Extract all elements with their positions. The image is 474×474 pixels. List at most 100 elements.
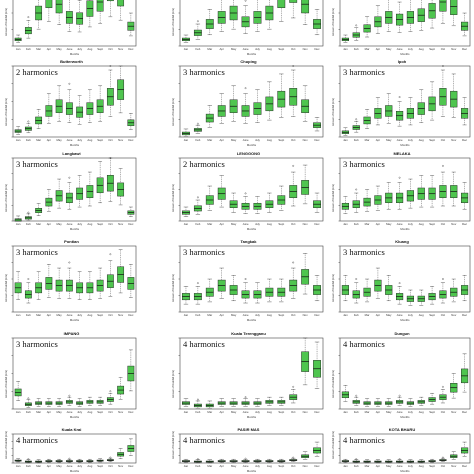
month-box [229,192,238,213]
chart-title: Butterworth [60,59,83,64]
x-axis-label: Months [246,51,257,56]
x-tick-label: Oct [440,138,446,142]
month-box [374,97,382,126]
month-box [45,459,53,463]
x-tick-label: Jan [343,313,348,317]
outlier-point [355,118,358,121]
month-box [265,81,274,121]
x-tick-label: Mar [207,464,213,468]
outlier-point [244,278,247,280]
month-box [428,286,436,305]
outlier-point [196,282,199,284]
month-box [289,165,298,207]
month-box [363,459,371,464]
boxplot-svg [11,157,137,222]
x-tick-label: Feb [25,47,31,51]
x-tick-label: July [254,222,260,226]
x-tick-label: Mar [207,410,213,414]
month-box [253,398,262,407]
month-box [417,89,425,123]
x-tick-label: Feb [353,313,359,317]
month-box [352,394,360,406]
x-axis-label: Months [69,317,80,322]
month-box [439,165,447,207]
month-box [450,278,458,303]
outlier-point [109,157,112,159]
x-tick-label: July [77,222,83,226]
chart-panel: Jan Feb Mar Apr May June July Aug Sept Oct Nov Dec M… [170,0,327,57]
month-box [182,398,190,407]
outlier-point [27,16,30,18]
month-box [450,373,458,399]
month-box [86,89,94,123]
y-axis-label: Amount of Rainfall (mm) [172,370,175,399]
month-box [65,261,73,299]
month-box [461,97,469,126]
box [55,0,63,14]
x-tick-label: Dec [128,222,134,226]
chart-title: Kuala Terengganu [231,331,266,336]
chart-title: Kluang [395,239,409,244]
x-tick-label: Dec [128,410,134,414]
month-box [301,253,310,295]
month-box [117,0,125,21]
month-box [45,0,53,22]
month-box [352,24,360,41]
x-tick-label: Apr [375,464,381,468]
x-tick-label: Jan [183,410,189,414]
month-box [86,0,94,28]
outlier-point [27,458,30,461]
outlier-point [355,24,358,27]
month-box [352,188,360,213]
x-tick-label: Jan [343,464,348,468]
x-tick-label: Sept [278,410,285,414]
x-tick-label: Apr [46,222,52,226]
x-tick-label: Apr [219,222,224,226]
outlier-point [442,385,444,388]
outlier-point [109,253,112,256]
month-box [374,267,382,299]
y-axis-label: Amount of Rainfall (mm) [332,274,335,303]
x-tick-label: Feb [25,313,31,317]
month-box [406,398,415,407]
x-tick-label: Nov [451,222,457,226]
x-tick-label: June [242,313,249,317]
chart-title: LENGGONG [236,151,261,156]
chart-panel: PASIR MAS Jan Feb Mar Apr May June July Aug Sept O… [170,426,327,474]
month-box [193,20,202,40]
x-tick-label: Nov [302,222,308,226]
boxplot-svg [178,65,324,138]
month-box [341,196,350,214]
x-tick-label: May [56,410,62,414]
outlier-point [244,192,247,195]
x-tick-label: May [386,138,392,142]
x-tick-label: Mar [364,464,370,468]
harmonics-annotation: 3 harmonics [16,247,58,257]
x-tick-label: Apr [219,138,224,142]
x-tick-label: Sept [429,47,435,51]
month-box [45,264,53,298]
boxplot-svg [178,337,324,410]
boxplot-svg [338,0,471,47]
month-box [117,168,125,206]
month-box [439,0,447,24]
month-box [45,189,53,212]
month-box [65,394,73,406]
y-axis-label: Amount of Rainfall (mm) [172,8,175,37]
chart-panel: Dungun Jan Feb Mar Apr May June July Aug Sept Oct N… [330,330,474,420]
month-box [289,385,298,404]
outlier-point [68,82,71,85]
month-box [313,341,321,389]
x-tick-label: July [254,313,260,317]
x-tick-label: May [230,464,237,468]
month-box [14,381,22,401]
x-tick-label: June [242,410,249,414]
month-box [96,161,104,203]
x-tick-label: Nov [451,47,457,51]
month-box [96,85,104,122]
month-box [65,0,73,32]
x-tick-label: Aug [87,313,93,317]
y-axis-label: Amount of Rainfall (mm) [172,430,175,459]
x-tick-label: Oct [440,464,446,468]
